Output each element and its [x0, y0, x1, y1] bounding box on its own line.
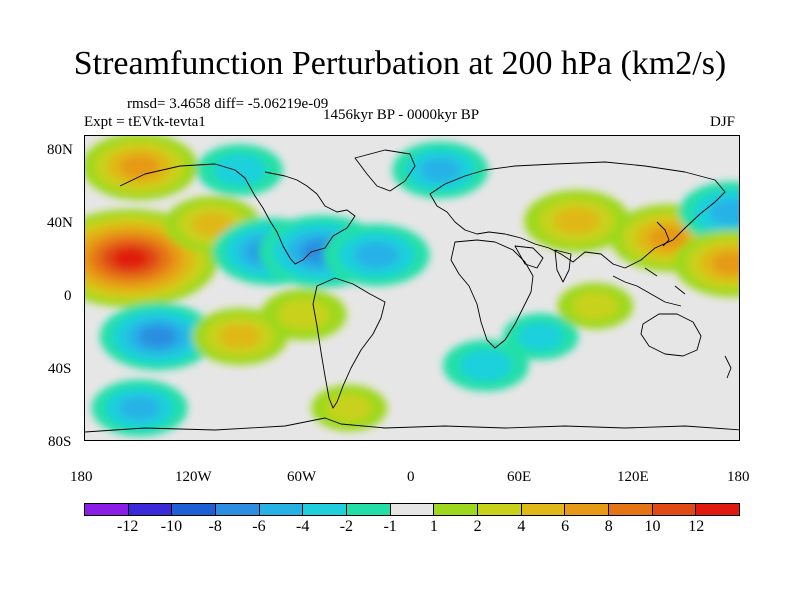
colorbar-box [303, 504, 348, 515]
colorbar-label: 4 [517, 518, 526, 535]
coastline-se-asia [612, 267, 686, 307]
lon-label-120w: 120W [175, 469, 212, 485]
season-label: DJF [710, 114, 736, 130]
colorbar-box [390, 504, 435, 515]
experiment-label: Expt = tEVtk-tevta1 [84, 114, 206, 130]
field-contour [214, 154, 266, 186]
lon-label-0: 0 [407, 469, 415, 485]
colorbar-box [478, 504, 522, 515]
coastline-arabia [514, 245, 544, 269]
stats-text: rmsd= 3.4658 diff= -5.06219e-09 [127, 96, 329, 112]
colorbar-label: -2 [339, 518, 354, 535]
coastline-australia [640, 313, 702, 357]
period-label: 1456kyr BP - 0000kyr BP [323, 107, 480, 123]
coastline-antarctica [85, 417, 739, 433]
lon-label-60e: 60E [507, 469, 532, 485]
coastline-eurasia [429, 161, 726, 269]
colorbar-label: -8 [208, 518, 222, 535]
map-plot-area [84, 135, 740, 441]
field-contour [138, 325, 178, 348]
colorbar-box [128, 504, 173, 515]
field-contour [219, 324, 261, 349]
coastline-india [554, 249, 572, 283]
coastline-north-america [119, 163, 356, 265]
lat-label-80s: 80S [48, 434, 72, 450]
colorbar-box [696, 504, 740, 515]
colorbar-box [521, 504, 566, 515]
field-contour [191, 212, 234, 237]
coastline-new-zealand [724, 355, 732, 379]
colorbar-label: 10 [644, 518, 661, 535]
field-contour [517, 322, 564, 351]
colorbar-label: -6 [252, 518, 266, 535]
colorbar-label: -4 [295, 518, 310, 535]
field-contour [460, 350, 512, 381]
colorbar-box [609, 504, 653, 515]
field-contour [353, 241, 400, 269]
field-contour [572, 292, 619, 320]
colorbar-label: 12 [688, 518, 705, 535]
coastline-africa [450, 239, 534, 349]
lat-label-eq: 0 [64, 288, 72, 304]
field-contour [277, 299, 330, 330]
colorbar-label: 2 [473, 518, 482, 535]
lon-label-180w: 180 [70, 469, 93, 485]
colorbar-box [216, 504, 260, 515]
colorbar-box [434, 504, 479, 515]
colorbar-box [172, 504, 217, 515]
lon-label-120e: 120E [617, 469, 649, 485]
map-title: Streamfunction Perturbation at 200 hPa (… [73, 45, 727, 82]
colorbar-label: -1 [383, 518, 397, 535]
map-canvas [85, 136, 739, 440]
coastline-japan [656, 221, 670, 247]
field-contour [709, 199, 739, 226]
lat-label-80n: 80N [47, 142, 73, 158]
colorbar-box [259, 504, 304, 515]
colorbar-label: 6 [561, 518, 570, 535]
lat-label-40s: 40S [48, 361, 72, 377]
field-contour [119, 395, 161, 421]
coastline-south-america [312, 277, 386, 409]
field-contour [112, 248, 149, 269]
field-contour [120, 155, 159, 178]
colorbar [84, 503, 740, 516]
lon-label-60w: 60W [287, 469, 317, 485]
colorbar-box [347, 504, 391, 515]
colorbar-label: 8 [604, 518, 613, 535]
field-contour [554, 207, 600, 235]
colorbar-box [565, 504, 610, 515]
field-contour [419, 157, 461, 183]
coastline-greenland [354, 149, 416, 192]
field-contour [712, 252, 739, 275]
colorbar-box [652, 504, 697, 515]
colorbar-label: -10 [160, 518, 183, 535]
colorbar-label: 1 [429, 518, 438, 535]
lon-label-180e: 180 [727, 469, 750, 485]
colorbar-box [85, 504, 129, 515]
lat-label-40n: 40N [47, 215, 73, 231]
colorbar-label: -12 [117, 518, 139, 535]
